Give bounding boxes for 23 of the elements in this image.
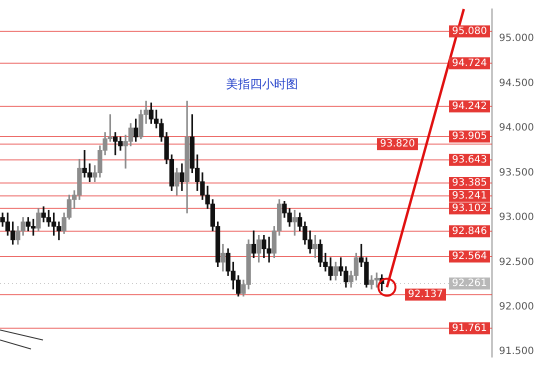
y-tick-label: 94.500 <box>499 78 534 89</box>
ref-line-label: 91.761 <box>452 322 487 334</box>
ref-line-label: 94.724 <box>452 58 487 69</box>
ref-line-label: 93.905 <box>452 131 487 142</box>
ref-line-label: 95.080 <box>452 26 487 37</box>
y-tick-label: 95.000 <box>499 33 534 44</box>
ref-line-label: 92.261 <box>452 278 487 290</box>
text: 美指四小时图 <box>226 76 298 93</box>
y-tick-label: 92.500 <box>499 256 534 268</box>
y-tick-label: 93.500 <box>499 167 534 178</box>
ref-line-label: 93.102 <box>452 202 487 214</box>
ref-line-label: 93.820 <box>380 138 415 150</box>
y-tick-label: 92.000 <box>499 301 534 312</box>
ref-line-label: 93.241 <box>452 190 487 202</box>
y-tick-label: 91.500 <box>499 346 534 358</box>
ref-line-label: 92.846 <box>452 226 487 237</box>
ref-line-label: 94.242 <box>452 100 487 112</box>
ref-line-label: 93.385 <box>452 178 487 189</box>
y-tick-label: 93.000 <box>499 212 534 224</box>
ref-line-label: 93.643 <box>452 154 487 166</box>
y-tick-label: 94.000 <box>499 122 534 134</box>
ref-line-label: 92.564 <box>452 251 487 262</box>
ref-line-label: 92.137 <box>408 289 443 300</box>
